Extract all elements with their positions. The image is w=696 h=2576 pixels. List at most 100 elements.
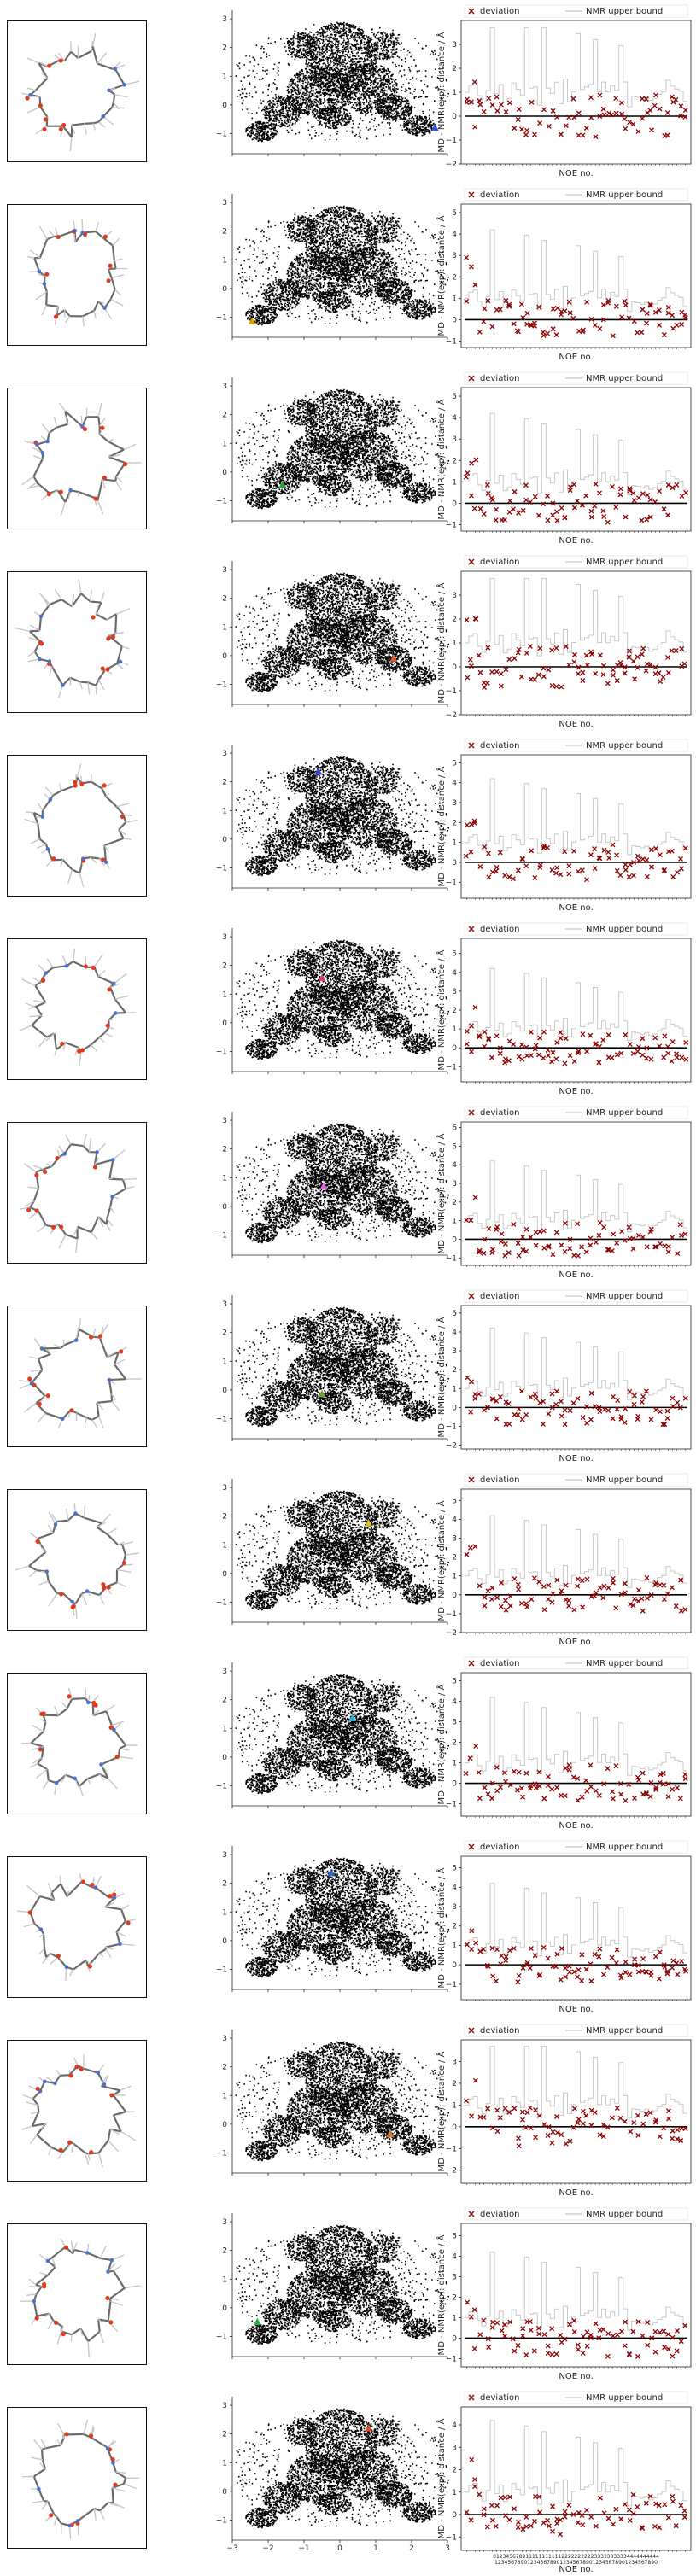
deviation-point xyxy=(583,493,589,499)
nitrogen-atom xyxy=(73,228,77,233)
scatter-panel: −1 0 1 2 3 −3 −2 −1 0 1 2 3 xyxy=(198,2388,454,2553)
deviation-point xyxy=(614,1240,620,1246)
molecule-bond xyxy=(64,416,69,424)
molecule-bond xyxy=(120,2130,137,2141)
noe-panel: MD - NMR(exp): distance / Å −1 0 1 2 3 4 5 devia… xyxy=(434,736,696,920)
y-tick-label: 1 xyxy=(452,2314,457,2322)
molecule-bond xyxy=(100,592,105,603)
molecule-bond xyxy=(97,969,106,978)
y-tick-label: 3 xyxy=(222,1117,227,1125)
oxygen-atom xyxy=(38,1747,43,1752)
deviation-point xyxy=(553,870,559,876)
y-tick-label: 2 xyxy=(452,1923,457,1931)
deviation-point xyxy=(512,1576,518,1582)
molecule-bond xyxy=(69,676,81,683)
y-tick-label: −1 xyxy=(446,2145,457,2153)
frame-marker-triangle xyxy=(327,1868,335,1877)
deviation-point xyxy=(529,99,535,105)
deviation-point xyxy=(579,1952,585,1958)
deviation-point xyxy=(623,1959,629,1965)
deviation-point xyxy=(600,302,606,307)
molecule-bond xyxy=(97,2318,102,2323)
molecule-bond xyxy=(96,1402,104,1411)
deviation-point xyxy=(580,132,586,138)
x-tick-label: 2 xyxy=(409,2544,414,2550)
molecule-bond xyxy=(97,62,114,70)
deviation-point xyxy=(610,672,616,678)
deviation-point xyxy=(588,1417,594,1422)
deviation-point xyxy=(576,110,582,116)
deviation-point xyxy=(613,1960,619,1966)
sample-cloud xyxy=(235,21,449,143)
legend-deviation-label: deviation xyxy=(480,1108,519,1118)
deviation-point xyxy=(545,330,551,336)
y-axis-label: MD - NMR(exp): distance / Å xyxy=(436,399,447,519)
molecule-bond xyxy=(32,812,39,825)
molecule-bond xyxy=(36,1168,44,1173)
deviation-point xyxy=(489,1945,495,1951)
nitrogen-atom xyxy=(37,657,42,662)
deviation-point xyxy=(635,1969,641,1975)
deviation-point xyxy=(523,1248,529,1254)
noe-chart: MD - NMR(exp): distance / Å−2−1012345dev… xyxy=(436,1289,692,1463)
molecule-bond xyxy=(98,121,106,128)
deviation-point xyxy=(645,1595,650,1601)
deviation-point xyxy=(588,2107,594,2113)
molecule-bond xyxy=(113,2111,126,2117)
deviation-point xyxy=(507,1948,513,1954)
molecule-bond xyxy=(67,869,73,884)
x-tick-labels-line1: 0123456789111111111112222222222333333333… xyxy=(493,2554,659,2560)
y-tick-label: 0 xyxy=(452,663,457,672)
oxygen-atom xyxy=(110,2457,115,2462)
deviation-point xyxy=(567,1053,573,1059)
sample-cloud xyxy=(235,756,449,877)
deviation-point xyxy=(640,115,646,121)
deviation-point xyxy=(630,2511,636,2517)
deviation-point xyxy=(664,110,670,116)
y-tick-label: 4 xyxy=(452,414,457,423)
molecule-bond xyxy=(38,62,49,79)
molecule-bond xyxy=(60,501,67,517)
deviation-point xyxy=(545,1047,551,1053)
deviation-point xyxy=(518,1785,524,1791)
deviation-point xyxy=(545,1783,551,1789)
y-tick-label: 5 xyxy=(452,1142,457,1151)
deviation-point xyxy=(528,1783,534,1789)
molecule-bond xyxy=(71,125,76,134)
deviation-point xyxy=(567,484,573,490)
y-tick-label: 4 xyxy=(452,969,457,978)
sample-cloud xyxy=(235,1674,449,1795)
deviation-point xyxy=(514,328,520,334)
deviation-point xyxy=(588,852,594,858)
deviation-point xyxy=(670,2135,676,2141)
deviation-point xyxy=(597,1946,603,1952)
deviation-point xyxy=(558,131,564,137)
deviation-point xyxy=(681,1966,687,1972)
deviation-point xyxy=(506,301,512,307)
deviation-point xyxy=(610,1416,616,1422)
oxygen-atom xyxy=(120,814,125,819)
deviation-point xyxy=(489,2324,495,2330)
molecule-bond xyxy=(73,961,86,969)
deviation-point xyxy=(527,2105,533,2111)
molecule-bond xyxy=(87,2153,91,2161)
deviation-point xyxy=(605,1585,611,1591)
y-tick-label: −1 xyxy=(216,2516,227,2525)
deviation-point xyxy=(482,685,488,691)
oxygen-atom xyxy=(100,425,105,430)
deviation-point xyxy=(523,2352,529,2358)
molecule-structure xyxy=(21,32,140,152)
deviation-point xyxy=(593,670,599,676)
sample-cloud xyxy=(235,2408,449,2529)
molecule-bond xyxy=(26,2293,37,2296)
deviation-point xyxy=(485,1588,491,1594)
nitrogen-atom xyxy=(43,2079,47,2084)
deviation-point xyxy=(617,2115,623,2121)
frame-marker-triangle xyxy=(348,1714,357,1722)
deviation-point xyxy=(664,1408,670,1414)
y-tick-label: 0 xyxy=(222,1019,227,1028)
y-tick-label: 3 xyxy=(452,1180,457,1189)
deviation-point xyxy=(535,512,541,518)
y-tick-label: 1 xyxy=(452,839,457,848)
deviation-point xyxy=(662,1422,668,1428)
